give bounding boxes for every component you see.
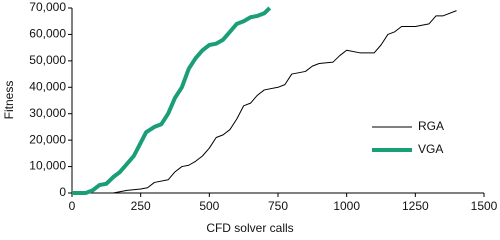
x-tick-label: 1500 xyxy=(471,199,498,213)
x-tick-label: 0 xyxy=(69,199,76,213)
x-tick-label: 1250 xyxy=(402,199,429,213)
x-tick-label: 750 xyxy=(268,199,288,213)
y-tick-label: 60,000 xyxy=(29,27,66,41)
series-line xyxy=(72,6,272,195)
series-line xyxy=(72,10,457,194)
x-tick-label: 250 xyxy=(131,199,151,213)
legend-label: RGA xyxy=(418,119,444,133)
y-tick-label: 20,000 xyxy=(29,132,66,146)
y-tick-label: 70,000 xyxy=(29,0,66,14)
x-tick-label: 500 xyxy=(199,199,219,213)
y-tick-label: 40,000 xyxy=(29,79,66,93)
y-axis-label: Fitness xyxy=(2,81,16,120)
y-tick-label: 10,000 xyxy=(29,159,66,173)
y-tick-label: 30,000 xyxy=(29,106,66,120)
legend-label: VGA xyxy=(418,142,443,156)
x-tick-label: 1000 xyxy=(333,199,360,213)
y-tick-label: 50,000 xyxy=(29,53,66,67)
y-tick-label: 0 xyxy=(59,185,66,199)
x-axis-label: CFD solver calls xyxy=(206,221,293,235)
